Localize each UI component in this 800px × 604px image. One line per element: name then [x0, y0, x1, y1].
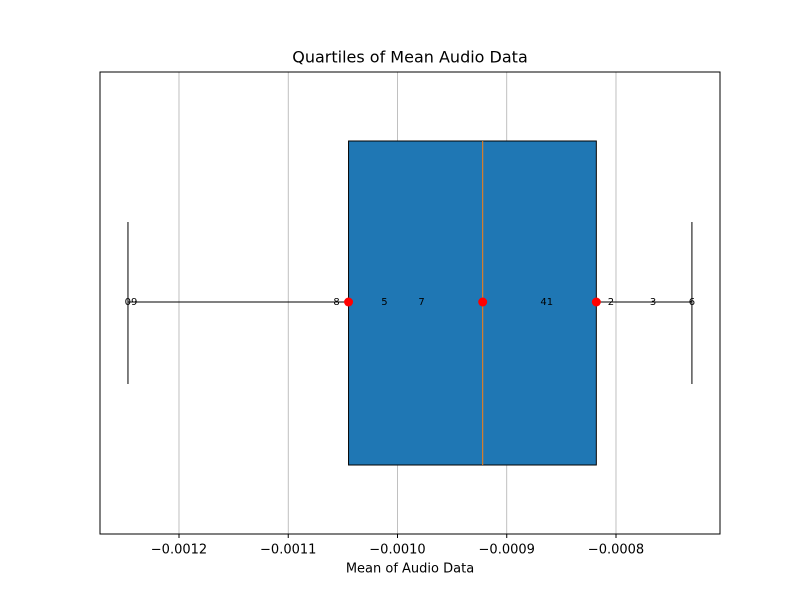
x-axis-label: Mean of Audio Data: [346, 562, 474, 577]
x-tick-label: −0.0008: [588, 543, 644, 558]
box: [348, 140, 597, 466]
annotation: 09: [125, 297, 138, 308]
annotation: 6: [689, 297, 695, 308]
x-tick-label: −0.0009: [479, 543, 535, 558]
x-tick-label: −0.0010: [369, 543, 425, 558]
quartile-point: [478, 297, 488, 307]
plot-frame: [99, 71, 721, 535]
annotation: 2: [608, 297, 614, 308]
quartile-point: [344, 297, 354, 307]
annotation: 3: [650, 297, 656, 308]
annotation: 7: [418, 297, 424, 308]
quartile-point: [591, 297, 601, 307]
annotation: 5: [381, 297, 387, 308]
x-tick-label: −0.0012: [151, 543, 207, 558]
chart-title: Quartiles of Mean Audio Data: [292, 48, 528, 67]
annotation: 8: [333, 297, 339, 308]
annotation: 41: [540, 297, 553, 308]
x-tick-label: −0.0011: [260, 543, 316, 558]
